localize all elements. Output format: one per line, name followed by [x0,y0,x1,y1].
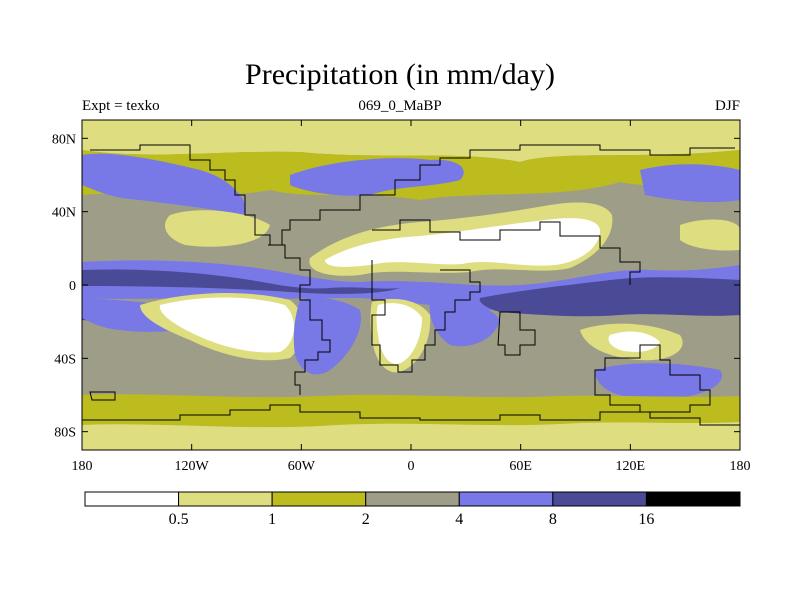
field-sepac-white [159,297,295,353]
season-label: DJF [714,98,740,114]
colorbar-box [458,491,554,507]
colorbar-label: 0.5 [169,511,189,528]
map-field [82,120,740,450]
coast-north [90,144,735,246]
colorbar: 0.5 1 2 4 8 16 [84,491,741,528]
x-tick-label: 120E [616,459,646,474]
x-axis: 180 120W 60W 0 60E 120E 180 [72,120,751,474]
x-tick-label: 0 [408,459,415,474]
colorbar-label: 4 [455,511,463,528]
colorbar-box [271,491,367,507]
field-arctic-light [82,120,740,162]
y-tick-label: 80N [52,132,76,147]
coast-island [89,391,116,401]
colorbar-label: 8 [549,511,557,528]
colorbar-label: 1 [268,511,276,528]
colorbar-label: 16 [638,511,654,528]
field-npac-dry [165,210,270,247]
x-tick-label: 60W [288,459,316,474]
x-tick-label: 120W [175,459,210,474]
field-saus-blue [595,363,722,400]
field-satl-white [376,303,422,365]
coast-india [497,311,536,356]
colorbar-box [365,491,460,507]
colorbar-box [178,491,273,507]
y-tick-label: 80S [54,426,76,441]
x-tick-label: 180 [730,459,751,474]
y-axis: 80N 40N 0 40S 80S [52,132,740,441]
coastlines [82,144,740,426]
y-tick-label: 0 [69,279,76,294]
run-label: 069_0_MaBP [358,98,442,114]
coast-eurasia [372,219,641,285]
field-antarctic-light [82,422,740,450]
colorbar-label: 2 [362,511,370,528]
coast-africa [371,260,481,373]
y-tick-label: 40S [54,352,76,367]
colorbar-box [645,491,741,507]
field-wpac-dry [680,219,740,251]
coast-antarctica [82,404,740,426]
field-aus-white [608,331,660,352]
plot-title: Precipitation (in mm/day) [245,58,555,91]
coast-samer [268,244,331,395]
field-nepac-blue [640,164,740,203]
field-npac-blue [82,153,246,215]
field-samer-blue [293,298,361,375]
x-tick-label: 180 [72,459,93,474]
x-tick-label: 60E [509,459,532,474]
field-itcz-dark-2 [479,277,740,317]
experiment-label: Expt = texko [82,98,160,114]
coast-australia [594,344,711,413]
colorbar-box [552,491,647,507]
y-tick-label: 40N [52,206,76,221]
field-itcz-dark-1 [82,269,400,294]
field-safr-blue [429,299,500,347]
colorbar-box [84,491,180,507]
field-south-olive [82,394,740,428]
